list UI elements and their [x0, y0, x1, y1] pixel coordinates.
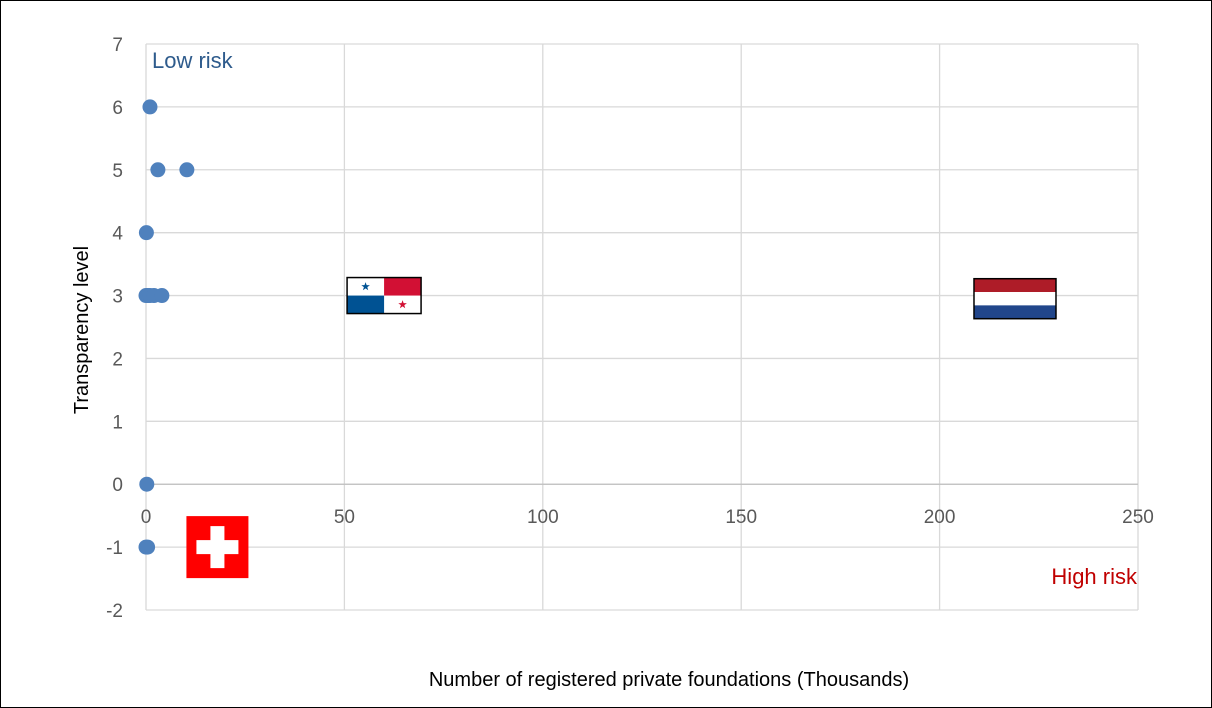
high-risk-annotation: High risk: [1051, 564, 1138, 589]
data-points: [138, 99, 195, 555]
low-risk-annotation: Low risk: [152, 48, 234, 73]
x-axis-ticks: 0 50 100 150 200 250: [141, 507, 1154, 528]
x-tick-label: 50: [334, 507, 355, 528]
y-tick-label: 0: [112, 475, 123, 496]
y-tick-label: 6: [112, 98, 123, 119]
y-axis-title: Transparency level: [71, 246, 93, 414]
gridlines: [145, 43, 1139, 611]
y-tick-label: 3: [112, 287, 123, 308]
data-point: [142, 99, 158, 115]
y-tick-label: 1: [112, 412, 123, 433]
y-tick-label: 4: [112, 224, 123, 245]
data-point: [140, 539, 156, 555]
y-tick-label: -1: [106, 538, 123, 559]
x-tick-label: 150: [725, 507, 757, 528]
data-point: [139, 476, 155, 492]
x-tick-label: 200: [924, 507, 956, 528]
flag-markers: [186, 276, 1057, 579]
x-axis-title: Number of registered private foundations…: [429, 669, 909, 691]
x-tick-label: 0: [141, 507, 152, 528]
data-point: [150, 162, 166, 178]
y-tick-label: 5: [112, 161, 123, 182]
y-axis-ticks: -2 -1 0 1 2 3 4 5 6 7: [106, 35, 123, 622]
data-point: [179, 162, 195, 178]
y-tick-label: 2: [112, 349, 123, 370]
panama-flag-icon: [346, 276, 422, 315]
netherlands-flag-icon: [973, 277, 1057, 320]
switzerland-flag-icon: [186, 516, 249, 579]
y-tick-label: -2: [106, 601, 123, 622]
x-tick-label: 250: [1122, 507, 1154, 528]
data-point: [154, 288, 170, 304]
data-point: [138, 225, 154, 241]
x-tick-label: 100: [527, 507, 559, 528]
y-tick-label: 7: [112, 35, 123, 56]
